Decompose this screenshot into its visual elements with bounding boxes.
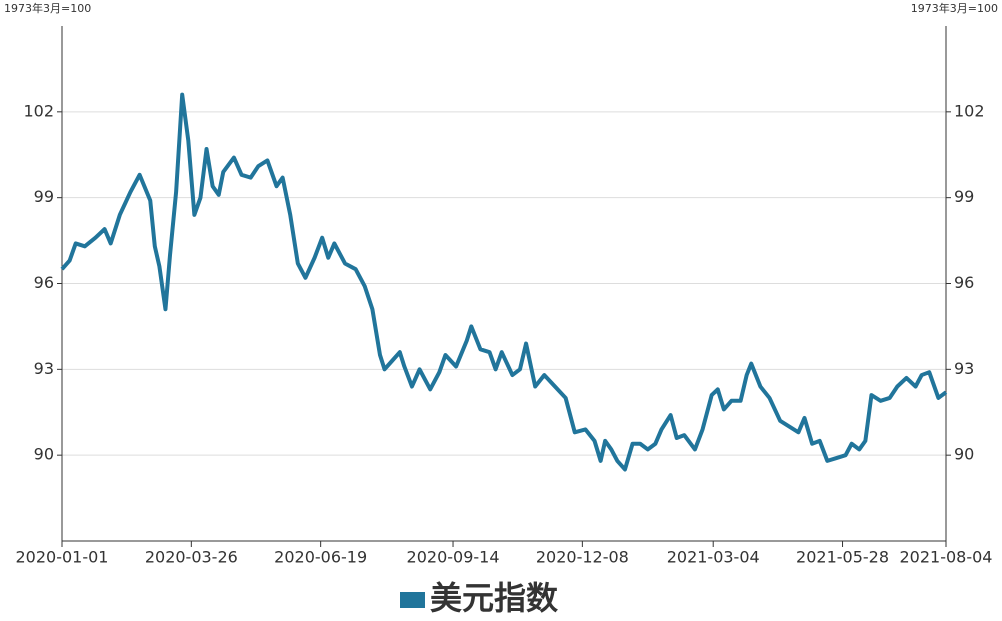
y-tick-label: 102 [23,101,54,120]
x-tick-label: 2021-08-04 [900,548,993,567]
y-tick-label: 99 [34,187,54,206]
y-unit: 1973年3月=100 [4,1,91,15]
y2-unit: 1973年3月=100 [911,1,998,15]
x-tick-label: 2020-06-19 [274,548,367,567]
line [60,92,948,472]
x-tick-label: 2021-05-28 [796,548,889,567]
y2-tick-label: 93 [954,359,974,378]
y2-tick-label: 90 [954,445,974,464]
x-tick-label: 2020-01-01 [16,548,109,567]
legend-label: 美元指数 [430,579,559,617]
x-tick-label: 2020-12-08 [536,548,629,567]
legend-swatch [400,592,425,608]
y-tick-label: 96 [34,273,54,292]
y2-tick-label: 96 [954,273,974,292]
y2-tick-label: 102 [954,101,985,120]
y2-tick-label: 99 [954,187,974,206]
y-tick-label: 93 [34,359,54,378]
x-tick-label: 2020-09-14 [407,548,500,567]
x-tick-label: 2020-03-26 [145,548,238,567]
x-tick-label: 2021-03-04 [667,548,760,567]
y-tick-label: 90 [34,445,54,464]
